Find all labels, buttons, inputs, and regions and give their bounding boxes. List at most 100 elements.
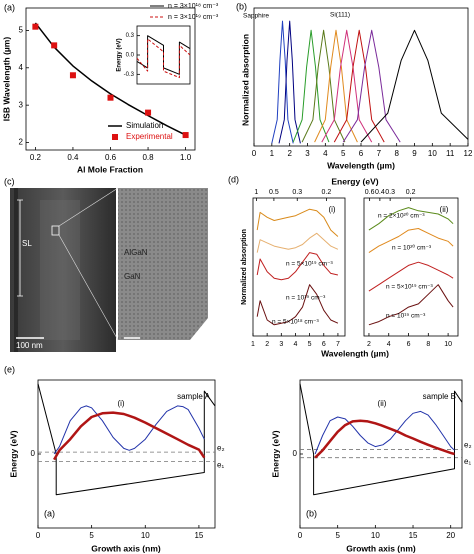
x-tick-label: 2: [265, 341, 269, 348]
tem-band: [40, 200, 80, 340]
curve: [314, 410, 455, 455]
x2-tick-label: 0.2: [406, 189, 416, 196]
curve: [368, 207, 454, 231]
axis-title: Energy (eV): [270, 430, 280, 477]
level-label: e₂: [464, 441, 472, 450]
sample-label: sample B: [423, 392, 456, 401]
zoom-line: [58, 234, 119, 341]
x-tick-label: 4: [294, 341, 298, 348]
y-tick-label: 5: [19, 26, 24, 35]
curve: [368, 228, 454, 254]
curve: [321, 29, 373, 143]
x-tick-label: 3: [279, 341, 283, 348]
subpanel-label: (i): [117, 399, 124, 408]
annotation: n = 5×10¹⁹ cm⁻³: [386, 284, 434, 291]
panel-label: (b): [236, 1, 247, 11]
marker: [182, 132, 189, 139]
y-tick-label: 0.0: [126, 53, 135, 59]
curve: [292, 29, 330, 143]
x2-tick-label: 0.5: [269, 189, 279, 196]
x-tick-label: 1: [270, 149, 275, 158]
legend-label: n = 3×10¹⁹ cm⁻³: [168, 14, 219, 21]
axis-title: Growth axis (nm): [91, 543, 161, 553]
x-tick-label: 0: [36, 531, 41, 540]
x2-tick-label: 0.2: [322, 189, 332, 196]
y-tick-label: -0.3: [124, 72, 135, 78]
x-tick-label: 6: [407, 341, 411, 348]
annotation: n = 5×10¹⁹ cm⁻³: [286, 261, 334, 268]
x-tick-label: 1.0: [180, 153, 192, 162]
x-tick-label: 7: [336, 341, 340, 348]
plot-frame: [252, 197, 346, 337]
curve: [299, 383, 463, 496]
x-tick-label: 10: [371, 531, 380, 540]
x-tick-label: 2: [367, 341, 371, 348]
axis-title: Energy (eV): [117, 38, 123, 71]
marker: [32, 23, 39, 30]
panel-label: (a): [44, 508, 55, 518]
x-tick-label: 1: [251, 341, 255, 348]
legend-label: Experimental: [126, 132, 173, 141]
annotation: n = 10¹⁹ cm⁻³: [286, 295, 326, 302]
level-label: e₁: [217, 461, 224, 470]
axis-title: Growth axis (nm): [346, 543, 416, 553]
x-tick-label: 10: [141, 531, 150, 540]
x-tick-label: 10: [444, 341, 452, 348]
x-tick-label: 0.6: [105, 153, 117, 162]
marker: [51, 42, 58, 49]
x-tick-label: 5: [89, 531, 94, 540]
x-tick-label: 0.2: [30, 153, 42, 162]
curve: [333, 29, 385, 143]
x-tick-label: 9: [412, 149, 417, 158]
x-tick-label: 0.8: [142, 153, 154, 162]
axis-title: Energy (eV): [8, 430, 18, 477]
curve: [256, 208, 339, 237]
axis-title: Wavelength (µm): [327, 160, 395, 170]
x-tick-label: 4: [387, 341, 391, 348]
x2-tick-label: 1: [254, 189, 258, 196]
x-tick-label: 4: [323, 149, 328, 158]
x-tick-label: 8: [394, 149, 399, 158]
y-tick-label: 2: [19, 138, 24, 147]
panel-label: (c): [4, 176, 15, 186]
x-tick-label: 7: [377, 149, 382, 158]
curve: [278, 20, 301, 144]
annotation: n = 2×10²⁰ cm⁻³: [378, 212, 425, 220]
micrograph-label: AlGaN: [124, 248, 148, 257]
legend-label: Simulation: [126, 121, 163, 130]
x2-tick-label: 0.3: [292, 189, 302, 196]
marker: [107, 94, 114, 101]
subpanel-label: (i): [328, 205, 335, 214]
scale-label: 5 nm: [124, 341, 142, 350]
curve: [256, 252, 339, 281]
x-tick-label: 11: [446, 149, 455, 158]
curve: [368, 261, 454, 292]
y-tick-label: 0: [293, 449, 298, 458]
curve: [256, 232, 339, 253]
axis-title: Normalized absorption: [240, 34, 250, 126]
marker: [69, 72, 76, 79]
micrograph: (c) SL 100 nm AlGaN GaN 5 nm: [4, 176, 208, 352]
panel-label: (e): [4, 364, 15, 374]
axis-title: Normalized absorption: [241, 229, 248, 305]
x-tick-label: 8: [426, 341, 430, 348]
curve: [136, 38, 191, 79]
marker: [145, 109, 152, 116]
annotation: n = 5×10¹⁸ cm⁻³: [272, 319, 319, 326]
micrograph-label: SL: [22, 239, 32, 248]
curve: [37, 383, 216, 496]
curve: [53, 405, 205, 455]
annotation: n = 10²⁰ cm⁻³: [392, 244, 432, 252]
panel-label: (b): [306, 508, 317, 518]
y-tick-label: 0.3: [126, 33, 135, 39]
axis-title: Energy (eV): [331, 176, 378, 186]
micrograph-label: GaN: [124, 272, 141, 281]
x2-tick-label: 0.6: [365, 189, 375, 196]
x-tick-label: 5: [308, 341, 312, 348]
panel-label: (a): [4, 2, 15, 12]
x-tick-label: 0: [252, 149, 257, 158]
x-tick-label: 0.4: [67, 153, 79, 162]
axis-title: Al Mole Fraction: [77, 164, 143, 174]
legend-swatch: [112, 134, 118, 140]
